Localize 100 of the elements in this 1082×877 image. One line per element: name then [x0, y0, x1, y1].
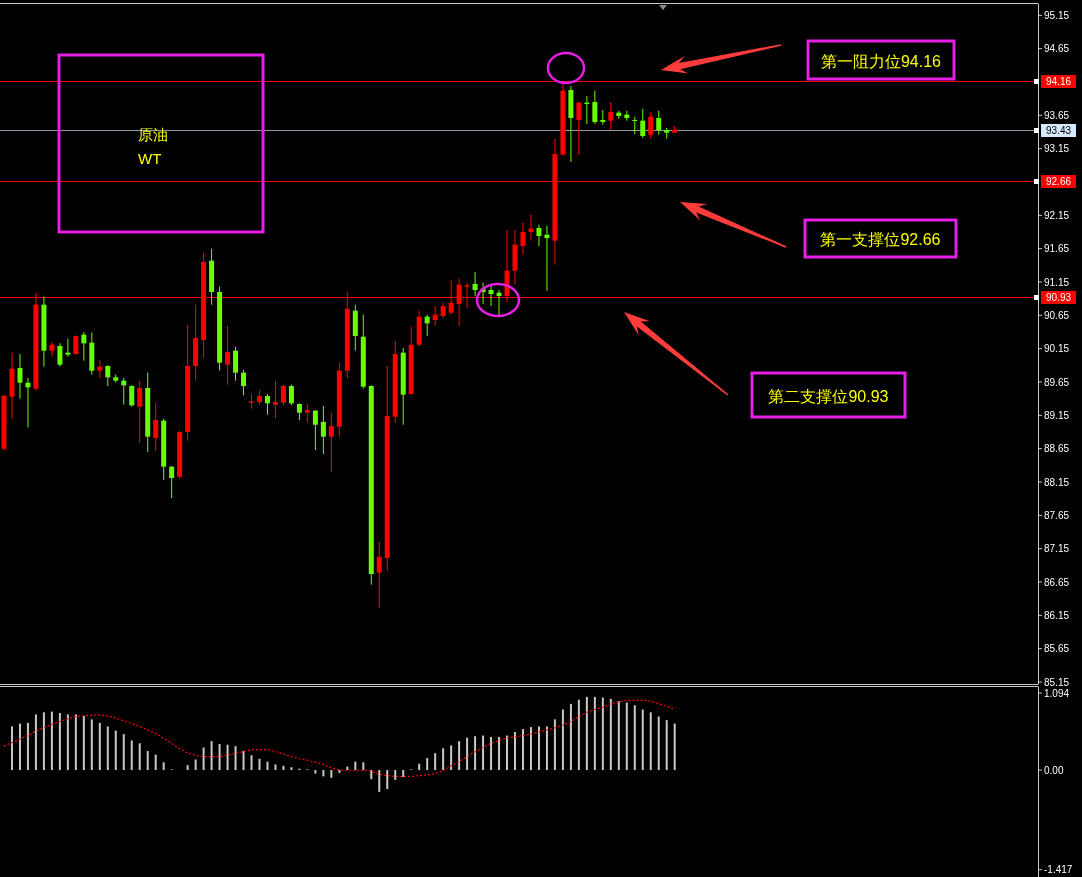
y-tick-label: 92.15	[1044, 209, 1070, 221]
bar	[585, 696, 588, 771]
candlestick	[576, 101, 582, 156]
bar	[498, 736, 501, 771]
candlestick	[129, 384, 135, 408]
bar	[274, 764, 277, 771]
bar	[338, 770, 341, 773]
bar	[474, 736, 477, 771]
bar	[202, 747, 205, 771]
candlestick	[73, 334, 79, 356]
y-tick-label: 85.65	[1044, 643, 1070, 655]
bar	[577, 699, 580, 771]
candlestick	[153, 402, 159, 452]
candlestick	[17, 353, 23, 400]
bar	[625, 702, 628, 771]
candlestick	[640, 108, 646, 139]
candlestick	[592, 90, 598, 125]
bar	[266, 761, 269, 771]
bar	[154, 754, 157, 771]
bar	[378, 770, 381, 792]
bar	[26, 722, 29, 771]
bar	[98, 722, 101, 771]
bar	[442, 748, 445, 771]
candlestick	[632, 116, 638, 135]
candlestick	[49, 341, 55, 358]
bar	[162, 762, 165, 771]
bar	[74, 714, 77, 771]
bar	[242, 751, 245, 771]
bar	[186, 765, 189, 771]
candlestick	[225, 325, 231, 386]
candlestick	[472, 271, 478, 297]
bar	[482, 735, 485, 771]
y-tick-label: 89.15	[1044, 409, 1070, 421]
candlestick	[169, 465, 175, 499]
candlestick	[536, 224, 542, 247]
bar	[130, 740, 133, 771]
y-tick-label: 90.65	[1044, 309, 1070, 321]
bar	[601, 697, 604, 771]
bar	[50, 711, 53, 771]
bar	[106, 726, 109, 771]
bar	[122, 734, 125, 771]
bar	[330, 770, 333, 778]
candlestick	[328, 412, 334, 473]
candlestick	[241, 369, 247, 396]
candlestick	[288, 384, 294, 406]
y-tick-label: 85.15	[1044, 676, 1070, 688]
y-tick-label: 1.094	[1044, 687, 1070, 699]
y-tick-label: 90.15	[1044, 343, 1070, 355]
candlestick	[280, 384, 286, 406]
bar	[641, 709, 644, 771]
ref-line-label: 92.66	[1045, 176, 1072, 187]
bar	[82, 715, 85, 771]
y-tick-label: 91.65	[1044, 243, 1070, 255]
bar	[18, 723, 21, 771]
bar	[10, 726, 13, 771]
annotation: 第一支撑位92.66	[820, 231, 941, 248]
candlestick	[520, 222, 526, 256]
bar	[210, 741, 213, 771]
annotation: 第二支撑位90.93	[768, 387, 889, 405]
bar	[617, 701, 620, 771]
bar	[529, 727, 532, 771]
bar	[290, 767, 293, 771]
bar	[114, 730, 117, 771]
bar	[402, 770, 405, 778]
bar	[673, 723, 676, 771]
candlestick	[312, 409, 318, 451]
bar	[537, 726, 540, 771]
line-series	[3, 699, 676, 777]
candlestick	[648, 112, 654, 140]
candlestick	[233, 346, 239, 382]
bar	[466, 737, 469, 771]
bar	[514, 732, 517, 771]
candlestick	[65, 338, 71, 358]
candlestick	[264, 393, 270, 416]
bar	[138, 743, 141, 771]
bar	[322, 770, 325, 777]
y-tick-label: 93.15	[1044, 143, 1070, 155]
y-tick-label: 89.65	[1044, 376, 1070, 388]
ref-line-label: 93.43	[1045, 125, 1072, 136]
bar	[657, 716, 660, 771]
bar	[450, 745, 453, 771]
ref-line-label: 94.16	[1045, 76, 1072, 87]
bar	[314, 770, 317, 774]
candlestick	[105, 364, 111, 387]
bar	[362, 762, 365, 771]
bar	[282, 765, 285, 771]
y-tick-label: 86.65	[1044, 576, 1070, 588]
text: 原油 WT	[138, 125, 168, 167]
candlestick	[656, 110, 662, 136]
bar	[418, 763, 421, 771]
bar	[633, 705, 636, 771]
bar	[521, 729, 524, 771]
bar	[394, 770, 397, 780]
bar	[553, 719, 556, 771]
bar	[506, 735, 509, 771]
y-tick-label: -1.417	[1044, 864, 1073, 876]
bar	[250, 755, 253, 771]
bar	[665, 720, 668, 771]
bar	[42, 712, 45, 771]
candlestick	[376, 541, 382, 609]
